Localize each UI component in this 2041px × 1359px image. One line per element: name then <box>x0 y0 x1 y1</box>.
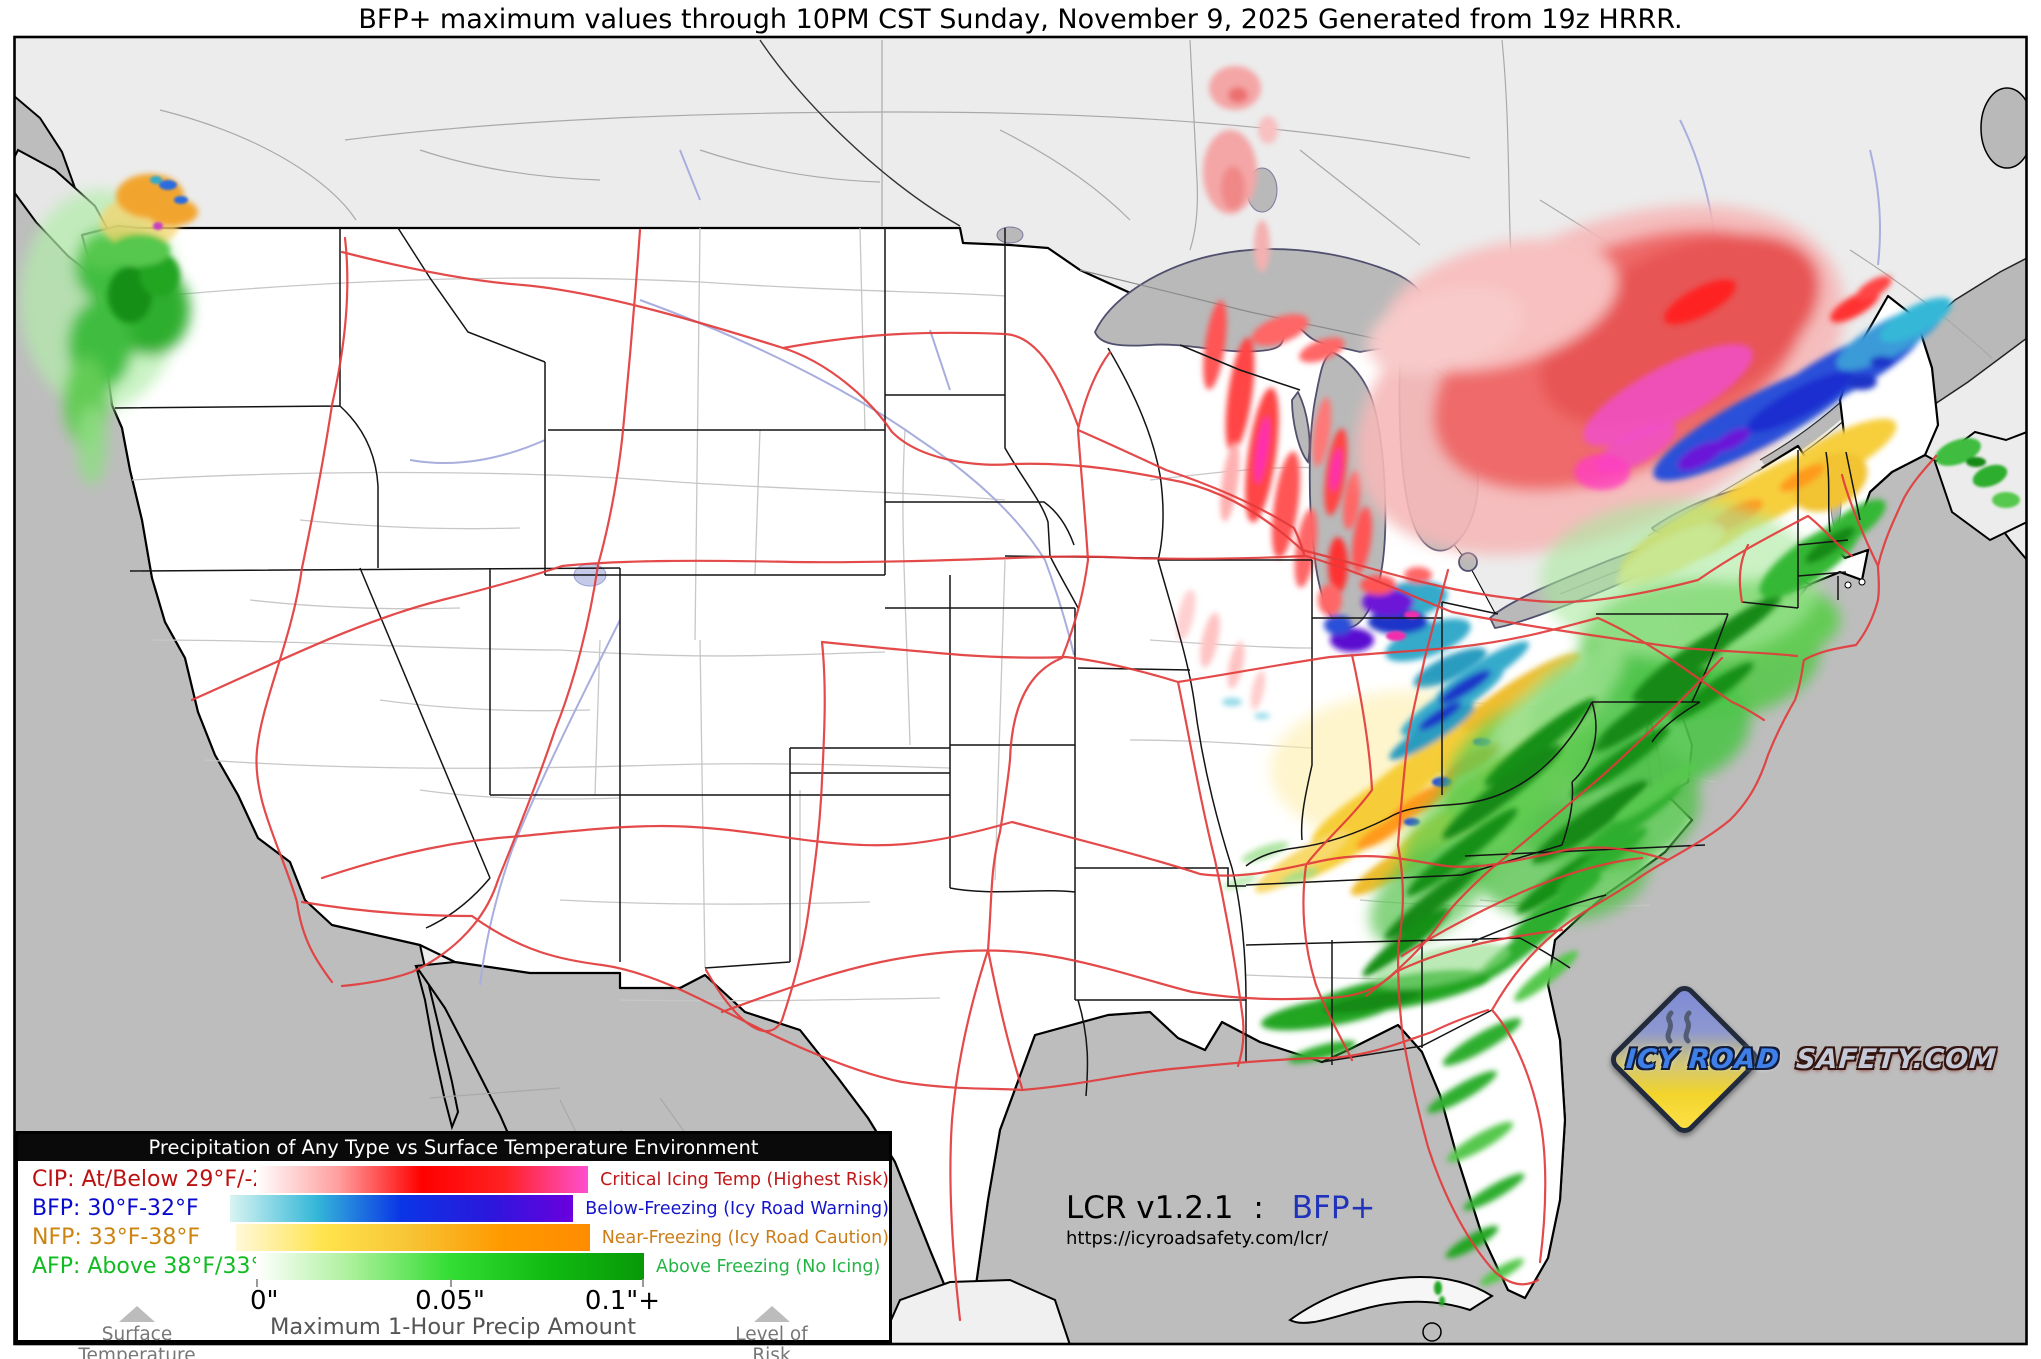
axis-tick-01plus: 0.1"+ <box>584 1286 660 1316</box>
logo-text-primary: ICY ROAD <box>1624 1044 1781 1075</box>
up-triangle-icon <box>119 1306 155 1322</box>
precipitation-overlay <box>20 66 2020 1306</box>
island <box>1844 581 1852 589</box>
legend-gradient-bar-afp <box>256 1253 644 1280</box>
newfoundland-water <box>1980 87 2027 169</box>
interstate-highways <box>190 228 1938 1322</box>
state-borders <box>114 227 1861 1097</box>
attribution-block: LCR v1.2.1 : BFP+ https://icyroadsafety.… <box>1066 1190 1376 1249</box>
legend-gradient-bar-bfp <box>230 1195 574 1222</box>
legend-row-cip: CIP: At/Below 29°F/-2°C Critical Icing T… <box>18 1165 889 1194</box>
legend-row-afp: AFP: Above 38°F/33°C Above Freezing (No … <box>18 1252 889 1281</box>
legend-label-nfp: NFP: 33°F-38°F <box>32 1225 201 1250</box>
page-title: BFP+ maximum values through 10PM CST Sun… <box>358 4 1683 35</box>
logo-text: ICY ROAD SAFETY.COM <box>1597 1044 1998 1075</box>
yucatan <box>878 1278 1072 1345</box>
legend-row-nfp: NFP: 33°F-38°F Near-Freezing (Icy Road C… <box>18 1223 889 1252</box>
up-triangle-icon <box>753 1306 790 1322</box>
legend-header: Precipitation of Any Type vs Surface Tem… <box>18 1134 889 1161</box>
map-frame <box>13 35 2028 1346</box>
legend-label-cip: CIP: At/Below 29°F/-2°C <box>32 1167 293 1192</box>
steam-icon <box>1665 1010 1692 1044</box>
legend-risk-afp: Above Freezing (No Icing) <box>656 1256 881 1277</box>
product-name: BFP+ <box>1291 1190 1376 1226</box>
island <box>1858 578 1866 586</box>
attribution-url: https://icyroadsafety.com/lcr/ <box>1066 1228 1329 1249</box>
level-of-risk-caption: Level of Risk <box>654 1306 889 1359</box>
separator: : <box>1253 1190 1264 1226</box>
legend-gradient-bar-cip <box>256 1166 589 1193</box>
surface-temperature-caption: Surface Temperature <box>18 1306 256 1359</box>
precip-axis-label: Maximum 1-Hour Precip Amount <box>269 1314 637 1340</box>
lake-st-clair <box>1458 552 1478 572</box>
app-version: LCR v1.2.1 <box>1066 1190 1234 1226</box>
rivers <box>409 119 1881 986</box>
axis-tick-0: 0" <box>250 1286 279 1316</box>
logo-text-secondary: SAFETY.COM <box>1795 1044 1998 1075</box>
lake-of-the-woods <box>996 226 1024 244</box>
legend-label-afp: AFP: Above 38°F/33°C <box>32 1254 277 1279</box>
legend-risk-cip: Critical Icing Temp (Highest Risk) <box>600 1169 889 1190</box>
legend-panel: Precipitation of Any Type vs Surface Tem… <box>15 1131 892 1359</box>
isle-of-youth <box>1422 1322 1442 1342</box>
bc-alberta-border <box>759 39 961 227</box>
legend-gradient-bar-nfp <box>236 1224 590 1251</box>
legend-label-bfp: BFP: 30°F-32°F <box>32 1196 199 1221</box>
legend-row-bfp: BFP: 30°F-32°F Below-Freezing (Icy Road … <box>18 1194 889 1223</box>
legend-risk-bfp: Below-Freezing (Icy Road Warning) <box>585 1198 889 1219</box>
green-bay <box>1291 390 1311 465</box>
precip-axis: 0" 0.05" 0.1"+ <box>250 1279 660 1318</box>
legend-risk-nfp: Near-Freezing (Icy Road Caution) <box>601 1227 889 1248</box>
axis-tick-005: 0.05" <box>415 1286 485 1316</box>
icyroadsafety-logo: ICY ROAD SAFETY.COM <box>1597 976 1998 1146</box>
